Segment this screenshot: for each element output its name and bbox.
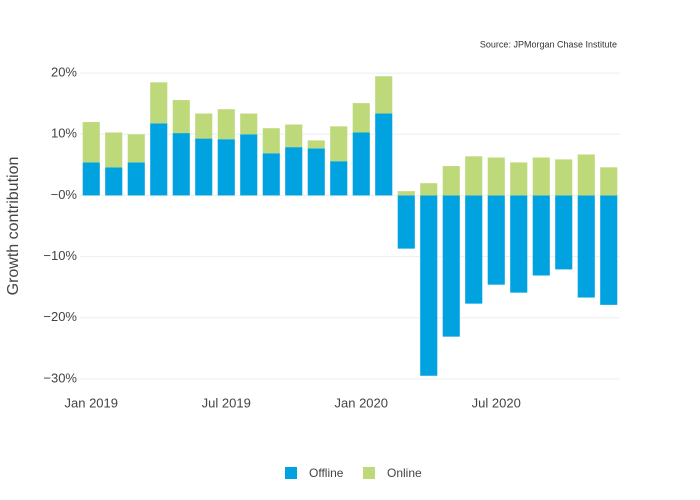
bar (330, 126, 348, 162)
bar (82, 122, 100, 163)
bar (240, 113, 258, 135)
bar (307, 140, 325, 149)
bar (397, 195, 415, 249)
bar (442, 195, 460, 337)
y-axis-title: Growth contribution (5, 157, 22, 296)
bar (532, 195, 550, 276)
bar (577, 154, 595, 196)
bar (127, 162, 145, 196)
legend-swatch (285, 467, 297, 479)
bar (217, 139, 235, 196)
bar (487, 157, 505, 196)
bar (150, 82, 168, 124)
bar (420, 195, 438, 376)
bar (375, 113, 393, 196)
bar (510, 162, 528, 196)
bar (82, 162, 100, 196)
bar (352, 103, 370, 133)
bar (105, 132, 123, 168)
x-tick-label: Jul 2019 (202, 395, 251, 410)
bar (262, 128, 280, 154)
bar (150, 123, 168, 196)
bar (352, 132, 370, 196)
bar (262, 153, 280, 196)
bar (172, 133, 190, 196)
source-note: Source: JPMorgan Chase Institute (480, 39, 617, 49)
bar (375, 76, 393, 114)
y-tick-label: 10% (51, 126, 77, 141)
bar (555, 159, 573, 196)
y-tick-label: −10% (43, 248, 77, 263)
bar (510, 195, 528, 293)
x-tick-label: Jul 2020 (472, 395, 521, 410)
bar (307, 148, 325, 196)
bar (397, 191, 415, 196)
y-tick-label: −20% (43, 309, 77, 324)
legend-label: Offline (309, 466, 344, 480)
y-tick-label: 20% (51, 65, 77, 80)
bar (465, 195, 483, 304)
x-tick-label: Jan 2020 (335, 395, 389, 410)
bar (240, 134, 258, 196)
bar (420, 183, 438, 196)
legend-swatch (363, 467, 375, 479)
bar (532, 157, 550, 196)
bar (217, 109, 235, 140)
bar (105, 167, 123, 196)
bar (195, 113, 213, 139)
bar (285, 147, 303, 196)
bar (127, 134, 145, 163)
x-tick-label: Jan 2019 (65, 395, 119, 410)
bar (487, 195, 505, 285)
bar (600, 167, 618, 196)
bar (195, 138, 213, 196)
bar (465, 156, 483, 196)
bar (285, 124, 303, 148)
bar (172, 100, 190, 134)
y-tick-label: −30% (43, 370, 77, 385)
bar (555, 195, 573, 270)
y-tick-label: −0% (51, 187, 78, 202)
bar (330, 161, 348, 196)
bar (442, 166, 460, 196)
legend-label: Online (387, 466, 422, 480)
bar (600, 195, 618, 305)
bar (577, 195, 595, 298)
